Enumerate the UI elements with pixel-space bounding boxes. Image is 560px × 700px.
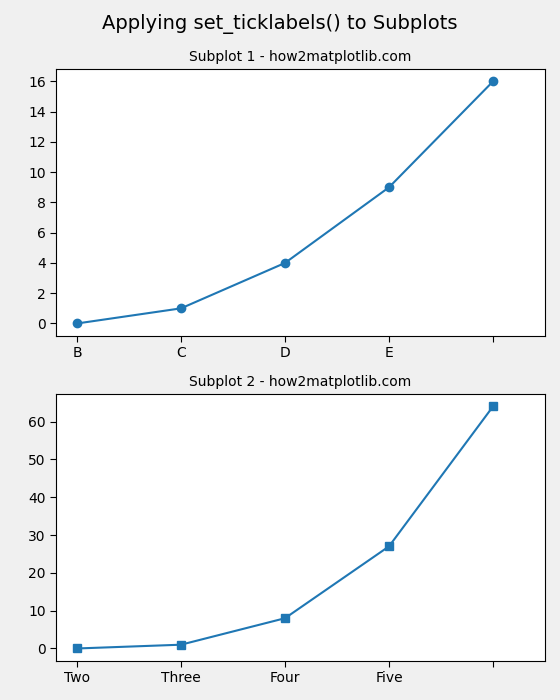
Title: Subplot 1 - how2matplotlib.com: Subplot 1 - how2matplotlib.com [189, 50, 412, 64]
Text: Applying set_ticklabels() to Subplots: Applying set_ticklabels() to Subplots [102, 14, 458, 34]
Title: Subplot 2 - how2matplotlib.com: Subplot 2 - how2matplotlib.com [189, 375, 412, 389]
